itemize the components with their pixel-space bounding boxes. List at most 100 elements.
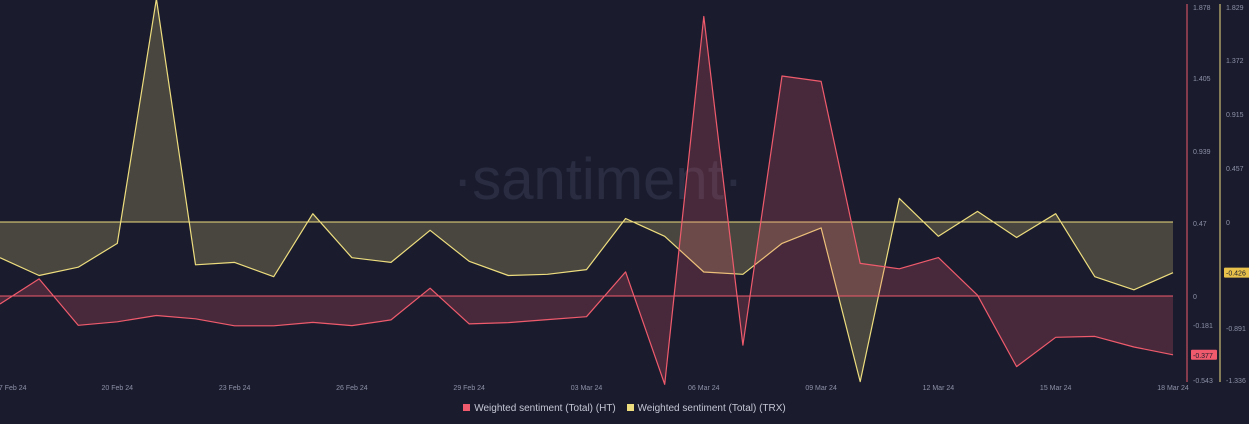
trx-point[interactable] bbox=[351, 256, 353, 258]
trx-axis-tick: 0.915 bbox=[1226, 112, 1244, 119]
trx-point[interactable] bbox=[77, 266, 79, 268]
ht-axis-tick: 0.47 bbox=[1193, 221, 1207, 228]
trx-point[interactable] bbox=[38, 274, 40, 276]
ht-axis-tick: 1.878 bbox=[1193, 5, 1211, 12]
ht-point[interactable] bbox=[312, 321, 314, 323]
ht-axis-tick: 1.405 bbox=[1193, 76, 1211, 83]
trx-axis-tick: -0.891 bbox=[1226, 326, 1246, 333]
trx-point[interactable] bbox=[937, 235, 939, 237]
legend-item-ht[interactable]: Weighted sentiment (Total) (HT) bbox=[463, 403, 616, 414]
ht-axis-tick: 0.939 bbox=[1193, 149, 1211, 156]
ht-point[interactable] bbox=[194, 318, 196, 320]
trx-point[interactable] bbox=[312, 213, 314, 215]
trx-point[interactable] bbox=[1055, 213, 1057, 215]
ht-badge-bg bbox=[1191, 349, 1217, 360]
trx-point[interactable] bbox=[898, 197, 900, 199]
ht-point[interactable] bbox=[273, 325, 275, 327]
ht-last-value-badge: -0.377 bbox=[1191, 349, 1217, 360]
axis-lines bbox=[1186, 4, 1221, 382]
series-layer bbox=[0, 0, 1174, 385]
x-axis-tick: 26 Feb 24 bbox=[336, 385, 368, 392]
ht-axis-tick: 0 bbox=[1193, 294, 1197, 301]
legend-label-ht: Weighted sentiment (Total) (HT) bbox=[474, 403, 616, 414]
trx-axis-tick: 1.372 bbox=[1226, 58, 1244, 65]
x-axis-tick: 20 Feb 24 bbox=[102, 385, 134, 392]
trx-point[interactable] bbox=[1172, 271, 1174, 273]
ht-point[interactable] bbox=[898, 268, 900, 270]
trx-point[interactable] bbox=[664, 235, 666, 237]
trx-point[interactable] bbox=[1015, 236, 1017, 238]
trx-point[interactable] bbox=[1094, 276, 1096, 278]
ht-point[interactable] bbox=[859, 262, 861, 264]
trx-axis-tick: 1.829 bbox=[1226, 5, 1244, 12]
ht-point[interactable] bbox=[116, 321, 118, 323]
x-axis-tick: 23 Feb 24 bbox=[219, 385, 251, 392]
trx-point[interactable] bbox=[546, 273, 548, 275]
watermark: ·santiment· bbox=[453, 147, 743, 212]
trx-point[interactable] bbox=[1133, 289, 1135, 291]
ht-point[interactable] bbox=[468, 323, 470, 325]
legend-swatch-trx bbox=[626, 404, 634, 411]
ht-point[interactable] bbox=[38, 278, 40, 280]
ht-point[interactable] bbox=[351, 324, 353, 326]
ht-axis-tick: -0.543 bbox=[1193, 378, 1213, 385]
ht-axis-tick: -0.181 bbox=[1193, 323, 1213, 330]
trx-line bbox=[0, 0, 1174, 383]
x-axis-tick: 12 Mar 24 bbox=[923, 385, 955, 392]
trx-axis-tick: 0 bbox=[1226, 220, 1230, 227]
trx-point[interactable] bbox=[742, 273, 744, 275]
trx-badge-bg bbox=[1224, 267, 1249, 278]
ht-point[interactable] bbox=[1015, 365, 1017, 367]
ht-point[interactable] bbox=[1172, 354, 1174, 356]
trx-point[interactable] bbox=[468, 260, 470, 262]
trx-point[interactable] bbox=[116, 242, 118, 244]
trx-point[interactable] bbox=[233, 261, 235, 263]
ht-area bbox=[0, 16, 1173, 385]
legend: Weighted sentiment (Total) (HT) Weighted… bbox=[0, 403, 1249, 414]
ht-point[interactable] bbox=[1094, 335, 1096, 337]
trx-point[interactable] bbox=[859, 380, 861, 382]
ht-point[interactable] bbox=[781, 75, 783, 77]
ht-point[interactable] bbox=[820, 80, 822, 82]
ht-point[interactable] bbox=[233, 325, 235, 327]
ht-point[interactable] bbox=[507, 321, 509, 323]
ht-point[interactable] bbox=[664, 383, 666, 385]
trx-point[interactable] bbox=[507, 274, 509, 276]
ht-point[interactable] bbox=[742, 344, 744, 346]
x-axis-tick: 06 Mar 24 bbox=[688, 385, 720, 392]
trx-point[interactable] bbox=[194, 264, 196, 266]
trx-point[interactable] bbox=[273, 276, 275, 278]
ht-point[interactable] bbox=[1133, 346, 1135, 348]
trx-axis-tick: -1.336 bbox=[1226, 378, 1246, 385]
ht-point[interactable] bbox=[390, 319, 392, 321]
x-axis-tick: 03 Mar 24 bbox=[571, 385, 603, 392]
x-axis-tick: 09 Mar 24 bbox=[805, 385, 837, 392]
x-axis-tick: 29 Feb 24 bbox=[453, 385, 485, 392]
ht-point[interactable] bbox=[77, 324, 79, 326]
ht-point[interactable] bbox=[585, 315, 587, 317]
trx-last-value-badge: -0.426 bbox=[1224, 267, 1249, 278]
legend-item-trx[interactable]: Weighted sentiment (Total) (TRX) bbox=[626, 403, 786, 414]
legend-swatch-ht bbox=[463, 404, 471, 411]
ht-line bbox=[0, 15, 1174, 385]
legend-label-trx: Weighted sentiment (Total) (TRX) bbox=[637, 403, 786, 414]
ht-point[interactable] bbox=[155, 314, 157, 316]
x-axis-tick: 18 Mar 24 bbox=[1157, 385, 1189, 392]
ht-point[interactable] bbox=[1055, 336, 1057, 338]
ht-point[interactable] bbox=[976, 294, 978, 296]
ht-point[interactable] bbox=[624, 271, 626, 273]
trx-axis-tick: 0.457 bbox=[1226, 166, 1244, 173]
ht-point[interactable] bbox=[429, 287, 431, 289]
trx-point[interactable] bbox=[390, 261, 392, 263]
ht-point[interactable] bbox=[937, 256, 939, 258]
ht-badge-text: -0.377 bbox=[1193, 353, 1213, 360]
x-axis-tick: 17 Feb 24 bbox=[0, 385, 27, 392]
trx-point[interactable] bbox=[976, 210, 978, 212]
ht-point[interactable] bbox=[703, 15, 705, 17]
ht-point[interactable] bbox=[546, 318, 548, 320]
trx-area bbox=[0, 0, 1173, 382]
trx-point[interactable] bbox=[429, 229, 431, 231]
trx-point[interactable] bbox=[585, 268, 587, 270]
trx-point[interactable] bbox=[624, 217, 626, 219]
